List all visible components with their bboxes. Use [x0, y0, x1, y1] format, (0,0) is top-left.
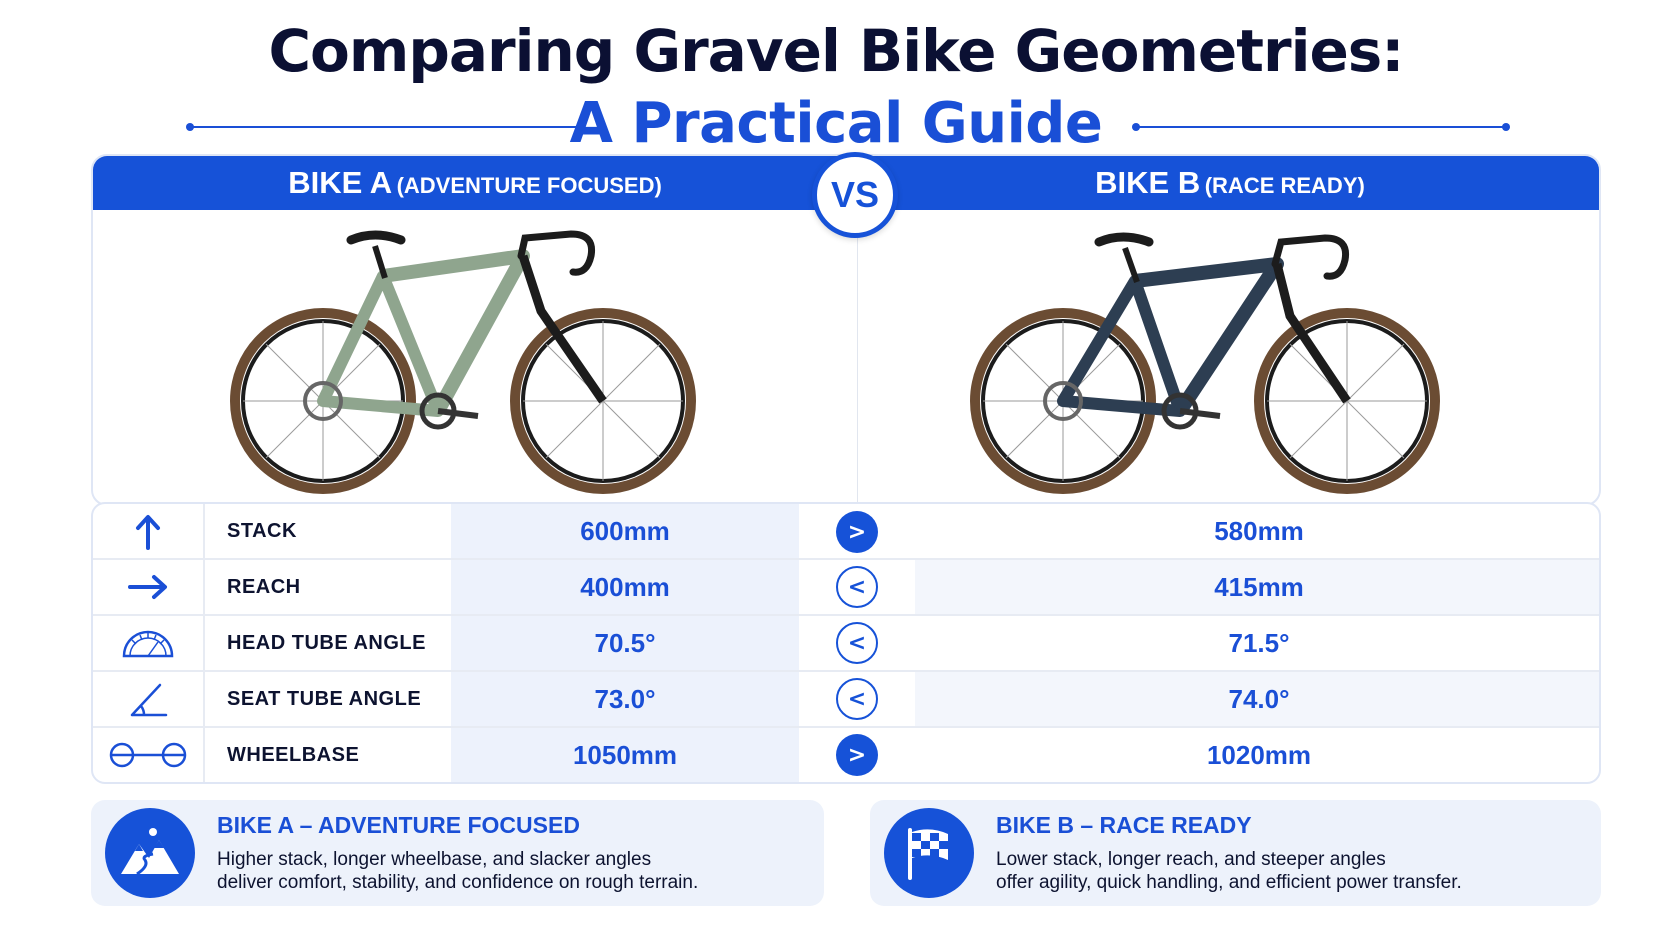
bike-b-value: 74.0° [915, 672, 1599, 726]
bike-a-name: BIKE A [288, 165, 393, 200]
arrow-up-icon [136, 515, 160, 550]
row-label: HEAD TUBE ANGLE [227, 632, 426, 654]
bike-a-header: BIKE A (ADVENTURE FOCUSED) [93, 156, 857, 210]
page-title: Comparing Gravel Bike Geometries: A Prac… [0, 14, 1672, 160]
table-row-reach: REACH 400mm < 415mm [93, 558, 1599, 614]
bike-b-value: 415mm [915, 560, 1599, 614]
bike-a-value: 600mm [451, 504, 799, 560]
wheelbase-icon [109, 742, 187, 768]
bike-a-value: 73.0° [451, 672, 799, 726]
bike-b-value: 580mm [1214, 516, 1304, 546]
bike-a-value: 70.5° [451, 616, 799, 670]
bike-a-value: 1050mm [451, 728, 799, 782]
panel-divider [857, 210, 858, 504]
geometry-table: STACK 600mm > 580mm REACH 400mm < 415mm … [91, 502, 1601, 784]
title-line-1: Comparing Gravel Bike Geometries: [268, 17, 1404, 85]
table-row-stack: STACK 600mm > 580mm [93, 504, 1599, 560]
bike-a-subtitle: (ADVENTURE FOCUSED) [396, 173, 662, 198]
less-than-icon: < [836, 566, 878, 608]
checkered-flag-icon [908, 828, 948, 880]
title-line-2: A Practical Guide [569, 91, 1103, 156]
bike-b-name: BIKE B [1095, 165, 1201, 200]
less-than-icon: < [836, 622, 878, 664]
title-divider-left [186, 123, 584, 131]
table-row-wheelbase: WHEELBASE 1050mm > 1020mm [93, 726, 1599, 782]
bike-b-header: BIKE B (RACE READY) [857, 156, 1599, 210]
bike-b-summary-title: BIKE B – RACE READY [996, 812, 1252, 838]
bike-a-summary-text: Higher stack, longer wheelbase, and slac… [217, 849, 699, 893]
arrow-right-icon [128, 575, 167, 599]
title-divider-right [1132, 123, 1510, 131]
bike-b-subtitle: (RACE READY) [1204, 173, 1365, 198]
bike-a-summary-title: BIKE A – ADVENTURE FOCUSED [217, 812, 580, 838]
bike-a-image [230, 230, 696, 494]
bike-a-value: 400mm [451, 560, 799, 614]
greater-than-icon: > [836, 511, 878, 553]
row-label: REACH [227, 576, 301, 598]
row-label: STACK [227, 520, 297, 542]
bike-b-summary-text: Lower stack, longer reach, and steeper a… [996, 849, 1462, 893]
bike-b-value: 71.5° [1228, 628, 1290, 658]
greater-than-icon: > [836, 734, 878, 776]
angle-icon [130, 683, 168, 717]
row-label: WHEELBASE [227, 744, 360, 766]
bike-a-summary: BIKE A – ADVENTURE FOCUSED Higher stack,… [91, 800, 824, 906]
mountain-icon [121, 828, 179, 876]
table-row-head-tube-angle: HEAD TUBE ANGLE 70.5° < 71.5° [93, 614, 1599, 670]
vs-badge: VS [812, 152, 898, 238]
protractor-icon [122, 630, 174, 658]
bike-b-image [970, 232, 1440, 494]
bike-b-summary: BIKE B – RACE READY Lower stack, longer … [870, 800, 1601, 906]
bike-b-value: 1020mm [1206, 740, 1312, 770]
less-than-icon: < [836, 678, 878, 720]
row-label: SEAT TUBE ANGLE [227, 688, 422, 710]
table-row-seat-tube-angle: SEAT TUBE ANGLE 73.0° < 74.0° [93, 670, 1599, 726]
